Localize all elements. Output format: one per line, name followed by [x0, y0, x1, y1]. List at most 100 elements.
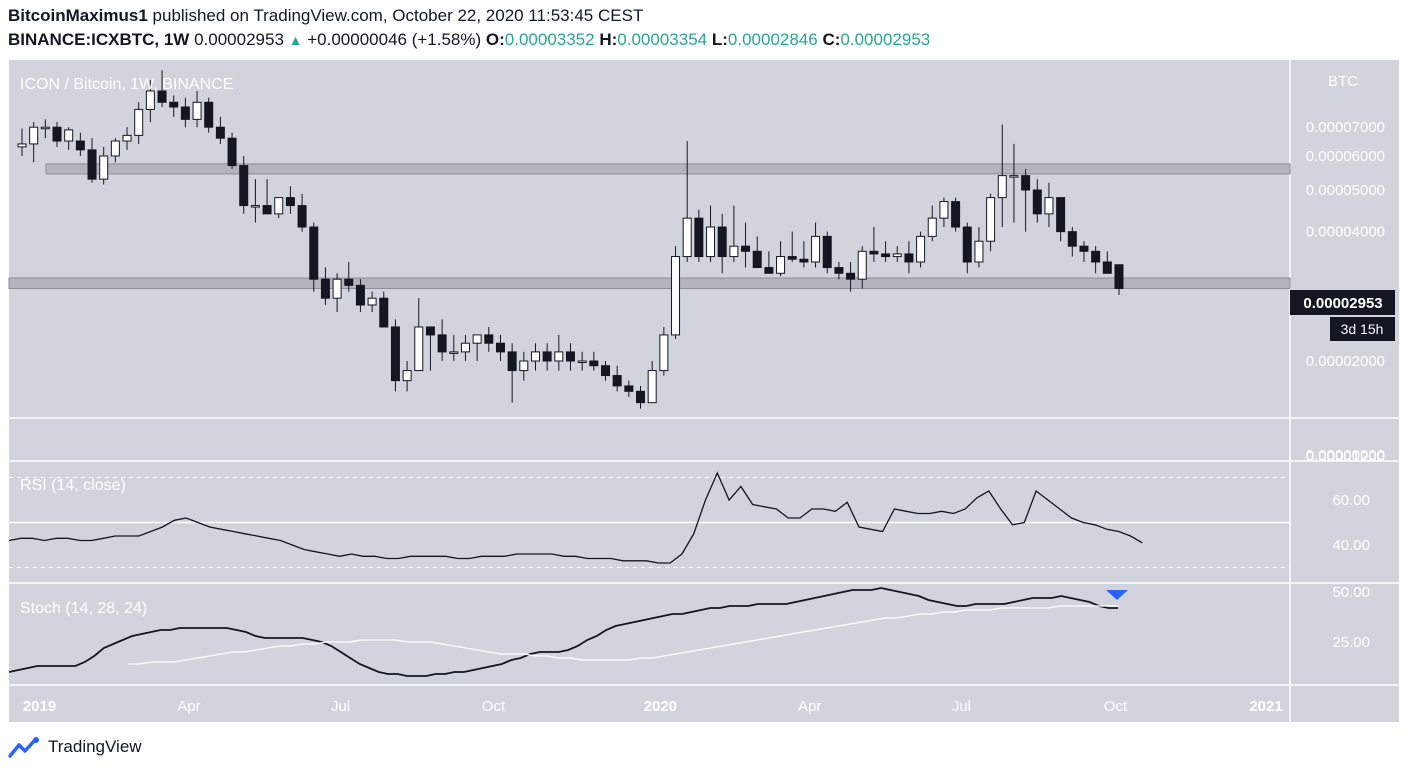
- support-zone[interactable]: [8, 277, 1291, 289]
- candle-body: [565, 351, 575, 362]
- candle: [682, 141, 692, 262]
- candle-body: [822, 235, 832, 269]
- candle-body: [227, 137, 237, 167]
- candle-body: [192, 101, 202, 120]
- candle-body: [869, 250, 879, 255]
- candle-body: [939, 201, 949, 219]
- candle: [472, 334, 482, 361]
- candle: [1009, 143, 1019, 223]
- candle-body: [40, 126, 50, 130]
- candle: [449, 334, 459, 361]
- candle: [530, 343, 540, 371]
- candle: [64, 127, 74, 150]
- candle-body: [64, 129, 74, 142]
- candle: [29, 121, 39, 163]
- candle: [916, 231, 926, 268]
- candle-body: [157, 90, 167, 103]
- price-tick-label: 0.00004000: [1306, 224, 1385, 241]
- candle: [974, 227, 984, 268]
- candle-body: [1102, 261, 1112, 274]
- candle-body: [612, 375, 622, 387]
- candle: [565, 343, 575, 371]
- candle: [460, 334, 470, 361]
- candle: [787, 231, 797, 262]
- candle-body: [577, 360, 587, 363]
- candle-body: [542, 351, 552, 362]
- candle: [951, 197, 961, 232]
- brand-name: TradingView: [48, 737, 142, 756]
- candle-body: [1009, 175, 1019, 178]
- time-tick-label: Oct: [1104, 698, 1128, 715]
- time-tick-label: 2019: [23, 698, 56, 715]
- candle: [624, 380, 634, 397]
- candle: [671, 246, 681, 340]
- stoch-k-line: [8, 587, 1118, 677]
- ohlc-line: BINANCE:ICXBTC, 1W 0.00002953 ▲ +0.00000…: [8, 30, 930, 50]
- tradingview-brand[interactable]: TradingView: [8, 736, 142, 758]
- candle-body: [367, 297, 377, 306]
- rsi-line: [8, 471, 1143, 564]
- candle-body: [110, 140, 120, 157]
- candle-body: [659, 334, 669, 372]
- candle-body: [1114, 264, 1124, 289]
- candle: [414, 298, 424, 372]
- candle-body: [986, 197, 996, 242]
- candle: [717, 213, 727, 274]
- high-label: H:: [599, 30, 618, 49]
- time-tick-label: Apr: [798, 698, 821, 715]
- open-label: O:: [485, 30, 505, 49]
- countdown-label: 3d 15h: [1341, 321, 1384, 337]
- candle: [250, 179, 260, 223]
- price-tick-label: 0.00007000: [1306, 119, 1385, 136]
- candle: [939, 197, 949, 228]
- candle-body: [449, 351, 459, 354]
- price-axis-background: [1290, 60, 1399, 685]
- resistance-zone[interactable]: [45, 163, 1291, 175]
- candle: [262, 179, 272, 215]
- candle-body: [239, 165, 249, 207]
- candle-body: [927, 217, 937, 237]
- candle: [169, 95, 179, 117]
- candle-body: [122, 134, 132, 142]
- candle: [507, 343, 517, 403]
- candle: [647, 361, 657, 404]
- time-axis-background: [9, 685, 1399, 722]
- candle: [589, 351, 599, 371]
- candle-body: [460, 342, 470, 353]
- candle-body: [87, 149, 97, 180]
- publish-line: BitcoinMaximus1 published on TradingView…: [8, 6, 643, 26]
- candle-body: [530, 351, 540, 362]
- candle-body: [29, 126, 39, 145]
- candle-body: [425, 326, 435, 336]
- candle-body: [706, 226, 716, 258]
- candle-body: [1056, 197, 1066, 233]
- candle-body: [916, 235, 926, 263]
- candle-body: [554, 351, 564, 362]
- last-price-label: 0.00002953: [1303, 295, 1382, 312]
- candle-body: [414, 326, 424, 372]
- author-name[interactable]: BitcoinMaximus1: [8, 6, 148, 25]
- symbol-label: BINANCE:ICXBTC, 1W: [8, 30, 190, 49]
- candle-body: [589, 360, 599, 367]
- stoch-d-line: [128, 605, 1118, 665]
- candle-body: [997, 175, 1007, 199]
- candle-body: [1044, 197, 1054, 215]
- candle-body: [437, 334, 447, 353]
- candle-body: [951, 201, 961, 228]
- candle-body: [379, 297, 389, 328]
- time-tick-label: Jul: [331, 698, 350, 715]
- candle-body: [846, 272, 856, 280]
- candle-body: [962, 226, 972, 263]
- candle-body: [682, 217, 692, 258]
- candle: [99, 146, 109, 185]
- candle: [834, 261, 844, 280]
- candle-body: [811, 235, 821, 263]
- candle: [729, 205, 739, 262]
- time-tick-label: Apr: [177, 698, 200, 715]
- candle: [215, 116, 225, 144]
- candle: [495, 334, 505, 361]
- candle-body: [636, 390, 646, 404]
- tradingview-logo-icon: [8, 737, 39, 758]
- candle-body: [729, 245, 739, 258]
